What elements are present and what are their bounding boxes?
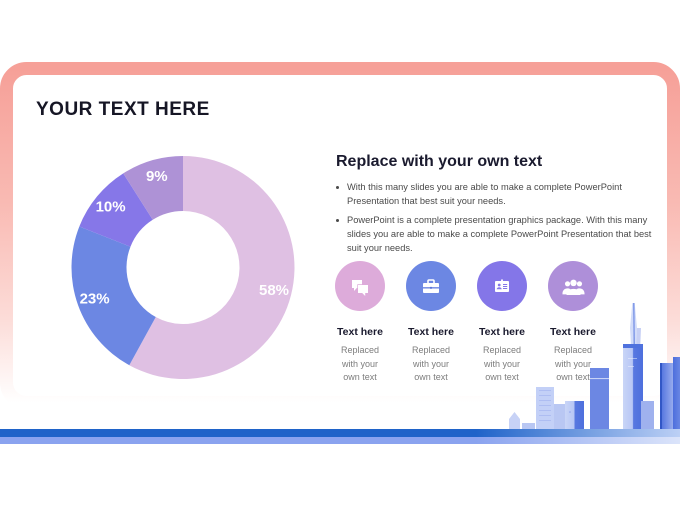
svg-text:58%: 58% (259, 282, 289, 299)
svg-text:23%: 23% (80, 290, 110, 307)
svg-text:9%: 9% (146, 168, 168, 185)
svg-text:10%: 10% (96, 199, 126, 216)
